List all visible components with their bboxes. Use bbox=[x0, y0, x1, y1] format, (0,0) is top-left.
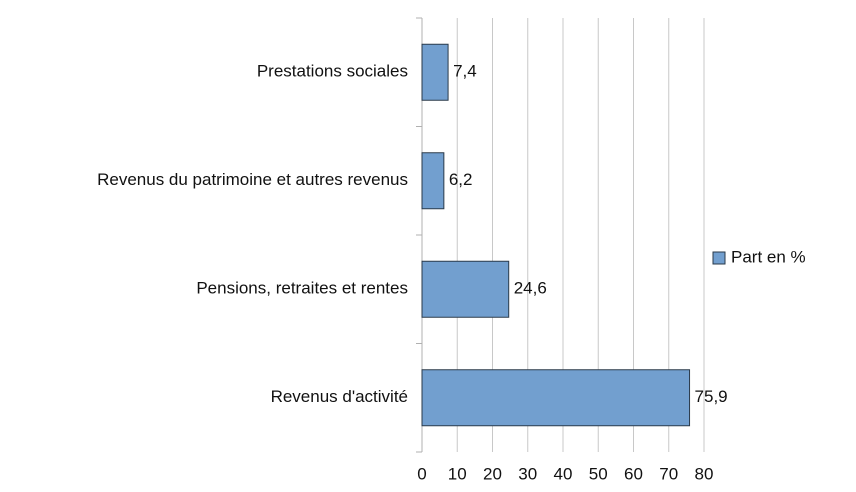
bar bbox=[421, 43, 449, 101]
x-tick-label: 30 bbox=[518, 464, 537, 483]
bar bbox=[421, 152, 445, 210]
value-label: 6,2 bbox=[449, 170, 473, 189]
x-tick-label: 80 bbox=[695, 464, 714, 483]
x-tick-label: 60 bbox=[624, 464, 643, 483]
x-tick-label: 50 bbox=[589, 464, 608, 483]
x-tick-label: 0 bbox=[417, 464, 426, 483]
x-tick-label: 70 bbox=[659, 464, 678, 483]
bar bbox=[421, 260, 510, 318]
x-tick-label: 40 bbox=[554, 464, 573, 483]
y-tick-label: Prestations sociales bbox=[257, 62, 408, 81]
y-tick-label: Revenus du patrimoine et autres revenus bbox=[97, 170, 408, 189]
legend-swatch bbox=[712, 251, 726, 265]
value-label: 75,9 bbox=[695, 387, 728, 406]
y-tick-label: Revenus d'activité bbox=[271, 387, 408, 406]
bar bbox=[421, 369, 691, 427]
x-tick-label: 20 bbox=[483, 464, 502, 483]
legend-label: Part en % bbox=[731, 247, 806, 266]
value-label: 24,6 bbox=[514, 279, 547, 298]
y-tick-label: Pensions, retraites et rentes bbox=[196, 279, 408, 298]
x-tick-label: 10 bbox=[448, 464, 467, 483]
value-label: 7,4 bbox=[453, 62, 477, 81]
